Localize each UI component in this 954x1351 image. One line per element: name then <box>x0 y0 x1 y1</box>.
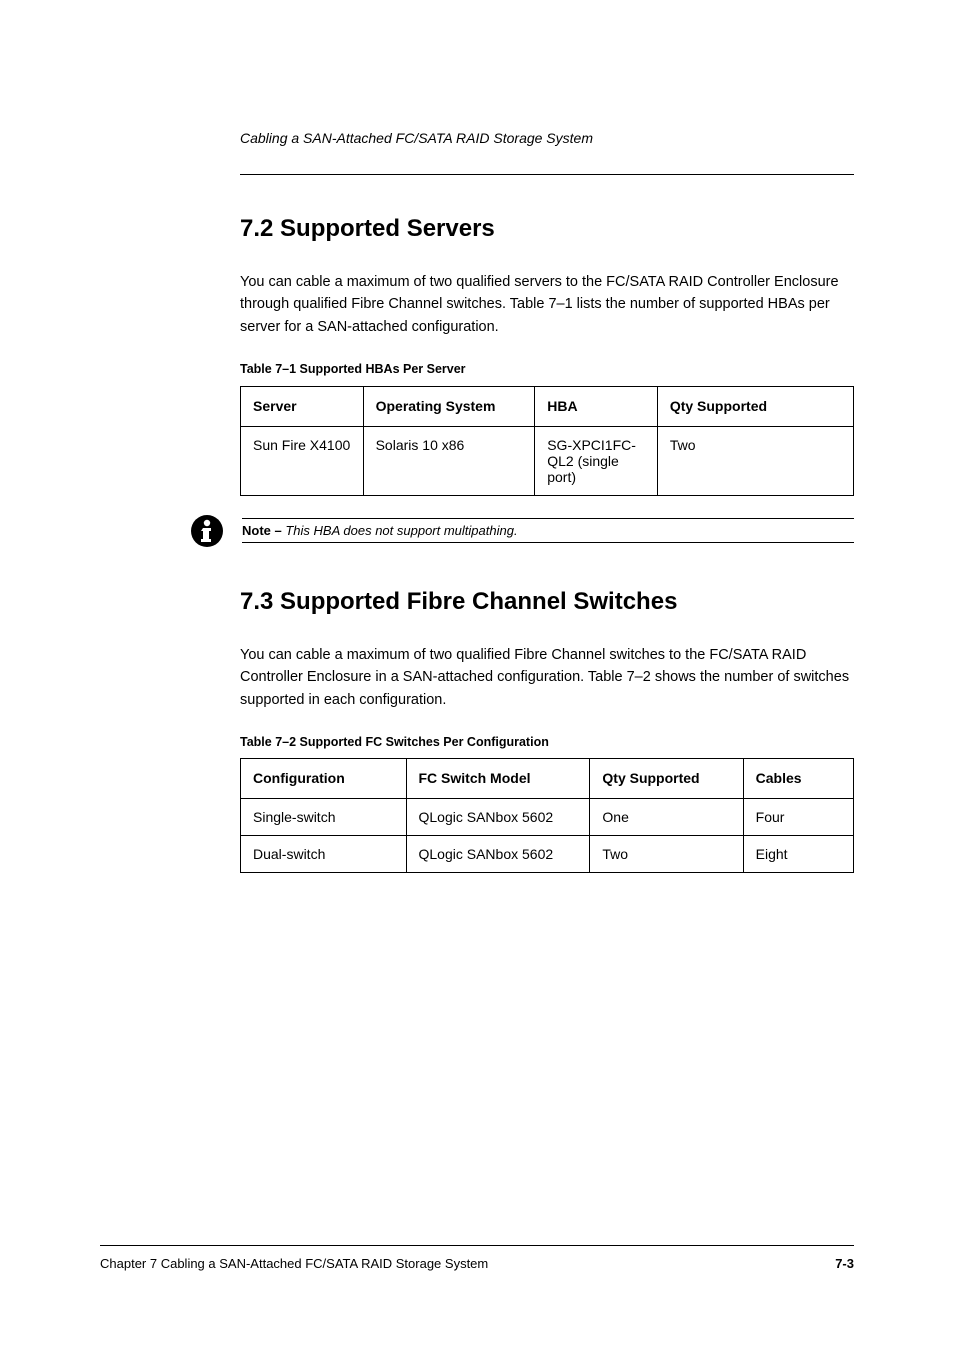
note-label: Note – <box>242 523 282 538</box>
col-header: Qty Supported <box>657 386 853 426</box>
col-header: Server <box>241 386 364 426</box>
table-cell: QLogic SANbox 5602 <box>406 836 590 873</box>
col-header: Cables <box>743 759 853 799</box>
section-paragraph: You can cable a maximum of two qualified… <box>240 644 854 711</box>
table-cell: One <box>590 799 743 836</box>
col-header: FC Switch Model <box>406 759 590 799</box>
table-cell: Solaris 10 x86 <box>363 426 535 495</box>
section-7-2: 7.2 Supported Servers You can cable a ma… <box>240 215 854 496</box>
section-paragraph: You can cable a maximum of two qualified… <box>240 271 854 338</box>
table-cell: Dual-switch <box>241 836 407 873</box>
col-header: Operating System <box>363 386 535 426</box>
footer-right: 7-3 <box>835 1256 854 1271</box>
col-header: Configuration <box>241 759 407 799</box>
note-body: This HBA does not support multipathing. <box>285 523 517 538</box>
footer-row: Chapter 7 Cabling a SAN-Attached FC/SATA… <box>100 1256 854 1271</box>
footer-left: Chapter 7 Cabling a SAN-Attached FC/SATA… <box>100 1256 488 1271</box>
table-header-row: Configuration FC Switch Model Qty Suppor… <box>241 759 854 799</box>
table-cell: Two <box>657 426 853 495</box>
table-cell: Two <box>590 836 743 873</box>
table-caption: Table 7–1 Supported HBAs Per Server <box>240 360 854 379</box>
table-cell: SG-XPCI1FC-QL2 (single port) <box>535 426 658 495</box>
footer-rule <box>100 1245 854 1246</box>
table-row: Single-switch QLogic SANbox 5602 One Fou… <box>241 799 854 836</box>
page: Cabling a SAN-Attached FC/SATA RAID Stor… <box>0 0 954 1351</box>
table-row: Sun Fire X4100 Solaris 10 x86 SG-XPCI1FC… <box>241 426 854 495</box>
table-header-row: Server Operating System HBA Qty Supporte… <box>241 386 854 426</box>
section-7-3: 7.3 Supported Fibre Channel Switches You… <box>240 588 854 874</box>
note-block: Note – This HBA does not support multipa… <box>100 514 854 548</box>
head-rule <box>240 174 854 175</box>
page-footer: Chapter 7 Cabling a SAN-Attached FC/SATA… <box>100 1237 854 1271</box>
table-supported-hbas: Server Operating System HBA Qty Supporte… <box>240 386 854 496</box>
col-header: HBA <box>535 386 658 426</box>
table-cell: Eight <box>743 836 853 873</box>
section-title: 7.2 Supported Servers <box>240 215 854 243</box>
info-icon <box>190 514 224 548</box>
table-cell: Four <box>743 799 853 836</box>
section-title: 7.3 Supported Fibre Channel Switches <box>240 588 854 616</box>
running-head: Cabling a SAN-Attached FC/SATA RAID Stor… <box>240 130 854 146</box>
table-cell: Sun Fire X4100 <box>241 426 364 495</box>
table-supported-switches: Configuration FC Switch Model Qty Suppor… <box>240 758 854 873</box>
table-row: Dual-switch QLogic SANbox 5602 Two Eight <box>241 836 854 873</box>
note-text: Note – This HBA does not support multipa… <box>242 518 854 543</box>
table-cell: QLogic SANbox 5602 <box>406 799 590 836</box>
table-cell: Single-switch <box>241 799 407 836</box>
table-caption: Table 7–2 Supported FC Switches Per Conf… <box>240 733 854 752</box>
col-header: Qty Supported <box>590 759 743 799</box>
